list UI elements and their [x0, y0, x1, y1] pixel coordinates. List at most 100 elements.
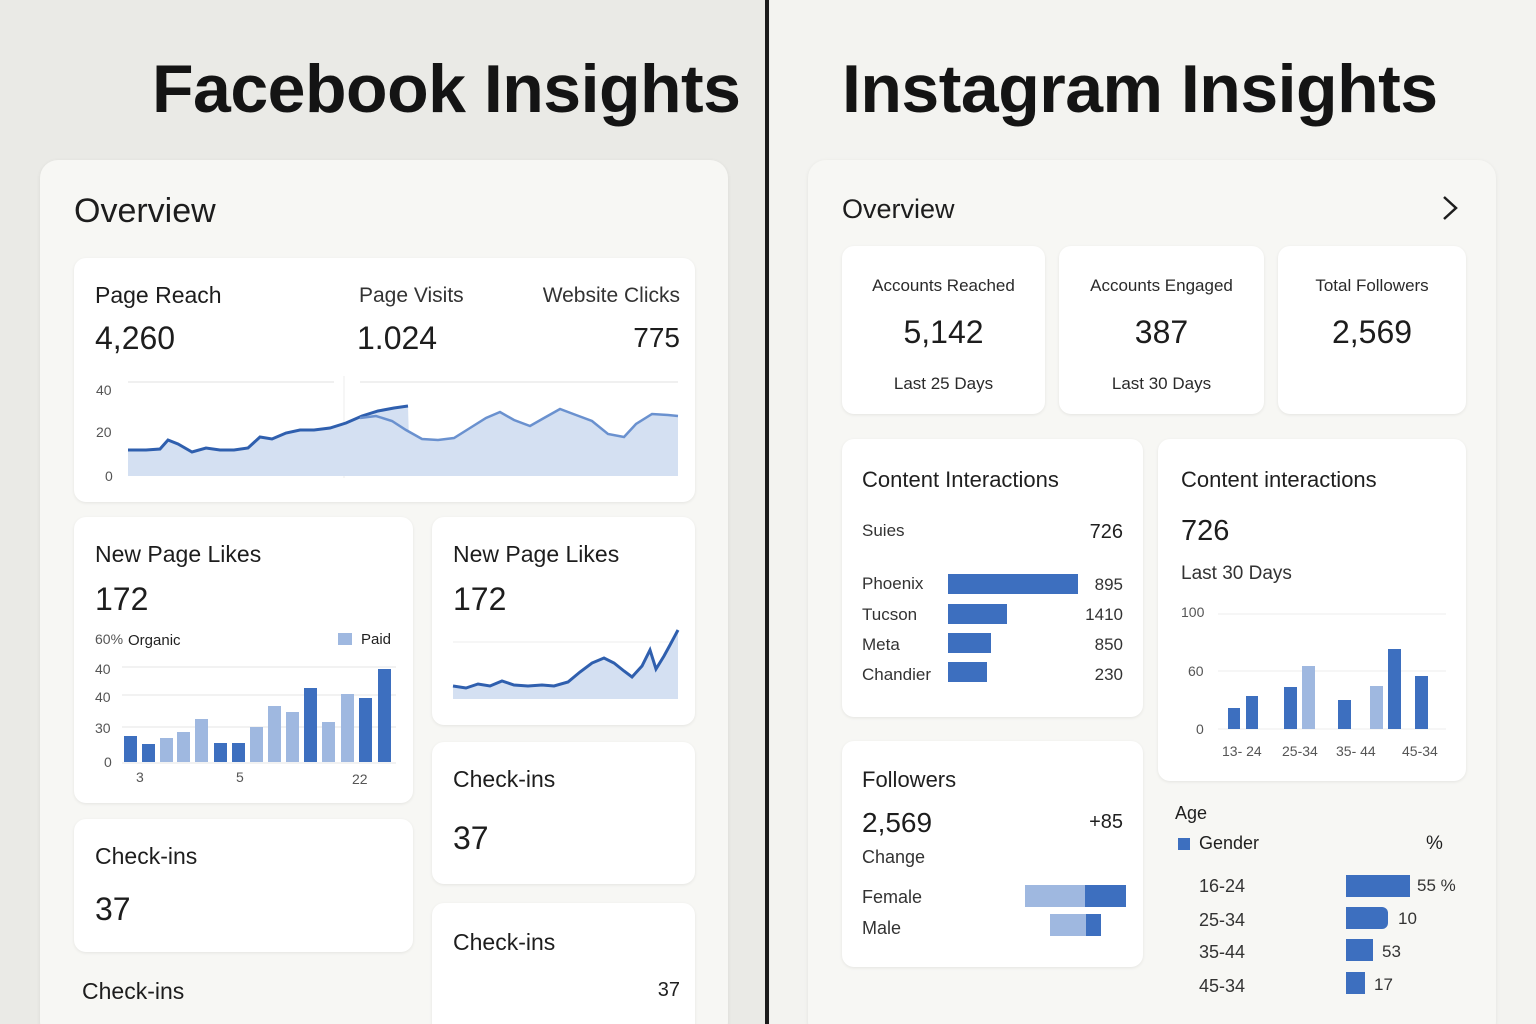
checkins-value-3: 37	[657, 979, 680, 1001]
likes-bar	[268, 706, 281, 762]
facebook-panel: Overview Page Reach 4,260 Page Visits 1.…	[40, 160, 728, 1024]
checkins-value-1: 37	[453, 820, 489, 856]
page-reach-label: Page Reach	[95, 282, 222, 308]
checkins-label-4: Check-ins	[82, 978, 185, 1004]
interaction-row-value: 850	[1094, 635, 1123, 654]
interaction-bar	[948, 574, 1078, 594]
age-row-value: 53	[1382, 942, 1401, 961]
visits-area	[360, 409, 678, 476]
legend-paid-swatch	[338, 633, 352, 645]
interactions-bar-chart	[1218, 613, 1446, 730]
age-row-label: 35-44	[1199, 942, 1246, 962]
interaction-row-label: Chandier	[862, 665, 931, 684]
checkins-card-3[interactable]: Check-ins 37	[432, 903, 695, 1024]
content-interactions-chart-period: Last 30 Days	[1181, 563, 1292, 584]
likes-bar	[286, 712, 299, 762]
followers-change-value: +85	[1089, 811, 1123, 833]
followers-title: Followers	[862, 767, 957, 792]
interactions-bar	[1370, 686, 1383, 729]
instagram-panel: Overview Accounts Reached 5,142 Last 25 …	[808, 160, 1496, 1024]
interactions-xtick-2: 25-34	[1282, 743, 1318, 759]
interactions-header-value: 726	[1089, 521, 1123, 543]
facebook-title: Facebook Insights	[152, 51, 741, 127]
interaction-row-value: 895	[1094, 575, 1123, 594]
likes-bar-chart	[122, 666, 396, 764]
reach-ytick-1: 40	[96, 382, 112, 398]
checkins-card-2[interactable]: Check-ins 37	[74, 819, 413, 952]
page-visits-label: Page Visits	[359, 284, 464, 307]
accounts-engaged-card[interactable]: Accounts Engaged 387 Last 30 Days	[1059, 246, 1264, 414]
likes-bar	[160, 738, 173, 762]
likes-bar	[341, 694, 354, 762]
reach-card[interactable]: Page Reach 4,260 Page Visits 1.024 Websi…	[74, 258, 695, 502]
interaction-row-label: Phoenix	[862, 574, 924, 593]
age-row-value: 55 %	[1417, 876, 1456, 895]
likes-bar	[232, 743, 245, 762]
content-interactions-list-card[interactable]: Content Interactions Suies 726 Phoenix 8…	[842, 439, 1143, 717]
followers-card[interactable]: Followers 2,569 +85 Change Female Male	[842, 741, 1143, 967]
content-interactions-chart-value: 726	[1181, 515, 1230, 547]
accounts-reached-label: Accounts Reached	[872, 276, 1015, 295]
likes-trend-chart	[452, 629, 680, 699]
followers-female-label: Female	[862, 887, 923, 907]
likes-bar	[124, 736, 137, 762]
age-bar	[1346, 972, 1365, 994]
total-followers-value: 2,569	[1331, 314, 1413, 350]
interactions-ytick-1: 100	[1181, 604, 1205, 620]
instagram-title: Instagram Insights	[842, 51, 1438, 127]
interactions-bar	[1302, 666, 1315, 729]
interactions-bar	[1246, 696, 1258, 729]
accounts-reached-card[interactable]: Accounts Reached 5,142 Last 25 Days	[842, 246, 1045, 414]
interactions-ytick-3: 0	[1196, 721, 1204, 737]
interaction-row-label: Meta	[862, 635, 900, 654]
page-reach-value: 4,260	[95, 320, 176, 356]
age-pct-header: %	[1426, 833, 1443, 854]
reach-ytick-2: 20	[96, 424, 112, 440]
likes-bar	[142, 744, 155, 762]
interactions-bar	[1284, 687, 1297, 729]
likes-ytick-4: 0	[104, 754, 112, 770]
visits-line	[359, 407, 679, 442]
website-clicks-value: 775	[633, 322, 680, 353]
age-row-label: 25-34	[1199, 910, 1246, 930]
checkins-label-3: Check-ins	[453, 929, 556, 955]
content-interactions-chart-card[interactable]: Content interactions 726 Last 30 Days 10…	[1158, 439, 1466, 781]
likes-trend-line	[452, 629, 680, 690]
reach-ytick-3: 0	[105, 468, 113, 484]
followers-value: 2,569	[862, 807, 933, 838]
interactions-header-label: Suies	[862, 521, 905, 540]
age-row-value: 17	[1374, 975, 1393, 994]
total-followers-label: Total Followers	[1315, 276, 1429, 295]
new-page-likes-card[interactable]: New Page Likes 172 60% Organic Paid 40 4…	[74, 517, 413, 803]
checkins-card-1[interactable]: Check-ins 37	[432, 742, 695, 884]
likes-bar	[378, 669, 391, 762]
interaction-row-label: Tucson	[862, 605, 918, 624]
gender-label: Gender	[1199, 833, 1260, 853]
accounts-engaged-label: Accounts Engaged	[1090, 276, 1233, 295]
website-clicks-label: Website Clicks	[542, 284, 680, 307]
interactions-xtick-3: 35- 44	[1336, 743, 1376, 759]
likes-bar	[359, 698, 372, 762]
checkins-value-2: 37	[95, 891, 131, 927]
new-page-likes-label: New Page Likes	[95, 541, 262, 567]
age-row-value: 10	[1398, 909, 1417, 928]
new-page-likes-trend-card[interactable]: New Page Likes 172	[432, 517, 695, 725]
likes-ytick-2: 40	[95, 689, 111, 705]
age-row-label: 45-34	[1199, 976, 1246, 996]
likes-bar	[214, 743, 227, 762]
interactions-xtick-4: 45-34	[1402, 743, 1438, 759]
interaction-bar	[948, 662, 987, 682]
checkins-label-1: Check-ins	[453, 766, 556, 792]
total-followers-card[interactable]: Total Followers 2,569	[1278, 246, 1466, 414]
age-bar	[1346, 875, 1410, 897]
likes-bar	[322, 722, 335, 762]
reach-area	[128, 406, 410, 476]
interaction-bar	[948, 633, 991, 653]
female-paid-bar	[1025, 885, 1085, 907]
checkins-label-2: Check-ins	[95, 843, 198, 869]
likes-bar	[304, 688, 317, 762]
facebook-overview-heading: Overview	[74, 192, 216, 230]
age-bar	[1346, 907, 1388, 929]
chevron-right-icon[interactable]	[1440, 194, 1460, 222]
interactions-bar	[1388, 649, 1401, 729]
